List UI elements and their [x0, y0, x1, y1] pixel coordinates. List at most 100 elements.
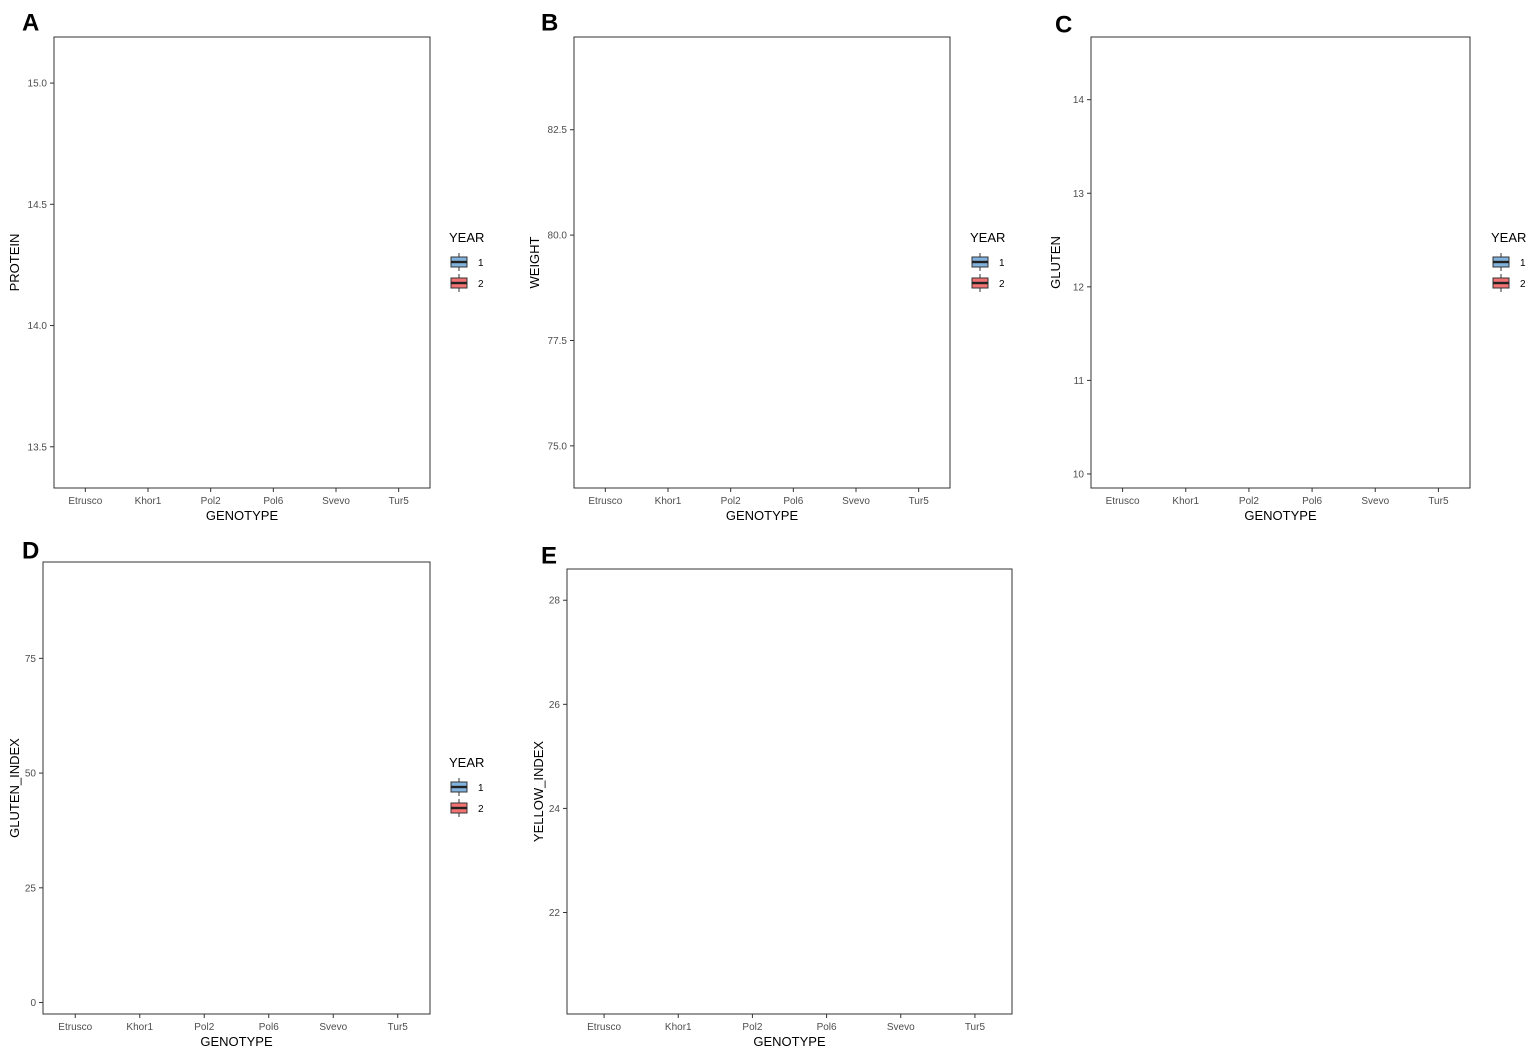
x-tick-label: Etrusco — [68, 496, 102, 507]
x-axis-title: GENOTYPE — [726, 508, 799, 523]
x-tick-label: Tur5 — [965, 1022, 986, 1033]
x-tick-label: Svevo — [322, 496, 350, 507]
legend-title: YEAR — [1491, 230, 1526, 245]
legend: YEAR 1 2 — [449, 230, 484, 292]
legend-key-year2 — [1492, 274, 1510, 292]
y-axis-title: YELLOW_INDEX — [531, 741, 546, 842]
x-tick-label: Svevo — [887, 1022, 915, 1033]
x-tick-label: Khor1 — [1172, 496, 1199, 507]
y-axis-title: GLUTEN — [1048, 236, 1063, 289]
x-tick-label: Tur5 — [1428, 496, 1449, 507]
panel-letter: B — [541, 9, 558, 36]
panel-letter: C — [1055, 11, 1072, 38]
y-tick-label: 10 — [1073, 469, 1085, 480]
y-axis-title: WEIGHT — [527, 236, 542, 288]
y-tick-label: 12 — [1073, 282, 1085, 293]
y-tick-label: 77.5 — [548, 336, 568, 347]
legend-label: 2 — [478, 279, 484, 290]
panel-letter: D — [22, 537, 39, 564]
y-tick-label: 14.0 — [28, 321, 48, 332]
legend-title: YEAR — [449, 755, 484, 770]
legend-key-year1 — [971, 253, 989, 271]
y-tick-label: 13 — [1073, 189, 1085, 200]
y-tick-label: 82.5 — [548, 125, 568, 136]
y-tick-label: 75.0 — [548, 441, 568, 452]
legend-key-year2 — [450, 799, 468, 817]
legend-key-year1 — [450, 253, 468, 271]
x-axis-title: GENOTYPE — [206, 508, 279, 523]
y-axis-title: PROTEIN — [7, 234, 22, 292]
x-tick-label: Pol6 — [783, 496, 803, 507]
x-tick-label: Pol6 — [1302, 496, 1322, 507]
panel-d: 0 25 50 75 Etrusco Khor1 Pol2 Pol6 Svevo Tur5 GENO… — [7, 537, 484, 1049]
legend: YEAR 1 2 — [970, 230, 1005, 292]
y-tick-label: 24 — [549, 804, 561, 815]
panel-e: 22242628EtruscoKhor1Pol2Pol6SvevoTur5bac… — [531, 542, 1013, 1049]
x-tick-label: Svevo — [842, 496, 870, 507]
legend-key-year1 — [450, 778, 468, 796]
panel-border — [566, 568, 1013, 1015]
panel-border — [1090, 36, 1471, 489]
y-tick-label: 13.5 — [28, 442, 48, 453]
x-axis-title: GENOTYPE — [200, 1034, 273, 1049]
x-tick-label: Tur5 — [389, 496, 410, 507]
panel-border — [573, 36, 951, 489]
legend-label: 1 — [478, 258, 484, 269]
legend: YEAR 1 2 — [1491, 230, 1526, 292]
x-tick-label: Khor1 — [126, 1022, 153, 1033]
y-tick-label: 26 — [549, 700, 561, 711]
legend-key-year2 — [450, 274, 468, 292]
x-axis-title: GENOTYPE — [753, 1034, 826, 1049]
y-tick-label: 15.0 — [28, 79, 48, 90]
x-tick-label: Pol2 — [1239, 496, 1259, 507]
panel-letter: E — [541, 542, 557, 569]
panel-a: 13.5 14.0 14.5 15.0 Etrusco Khor1 Pol2 Pol6 Svev… — [7, 9, 484, 523]
x-tick-label: Pol2 — [201, 496, 221, 507]
x-tick-label: Khor1 — [665, 1022, 692, 1033]
x-tick-label: Pol2 — [742, 1022, 762, 1033]
x-axis-title: GENOTYPE — [1244, 508, 1317, 523]
x-tick-label: Pol2 — [721, 496, 741, 507]
legend: YEAR 1 2 — [449, 755, 484, 817]
y-tick-label: 80.0 — [548, 231, 568, 242]
legend-label: 1 — [1520, 258, 1526, 269]
x-tick-label: Etrusco — [58, 1022, 92, 1033]
y-tick-label: 22 — [549, 908, 561, 919]
y-tick-label: 28 — [549, 596, 561, 607]
x-tick-label: Khor1 — [655, 496, 682, 507]
x-tick-label: Pol2 — [194, 1022, 214, 1033]
y-tick-label: 14 — [1073, 95, 1085, 106]
legend-label: 2 — [1520, 279, 1526, 290]
x-tick-label: Khor1 — [135, 496, 162, 507]
legend-key-year1 — [1492, 253, 1510, 271]
panel-letter: A — [22, 9, 39, 36]
x-tick-label: Pol6 — [263, 496, 283, 507]
legend-title: YEAR — [970, 230, 1005, 245]
x-tick-label: Tur5 — [388, 1022, 409, 1033]
x-tick-label: Svevo — [319, 1022, 347, 1033]
x-tick-label: Etrusco — [1106, 496, 1140, 507]
x-tick-label: Tur5 — [909, 496, 930, 507]
y-tick-label: 0 — [30, 998, 36, 1009]
legend-label: 1 — [478, 783, 484, 794]
legend-label: 2 — [999, 279, 1005, 290]
x-tick-label: Etrusco — [587, 1022, 621, 1033]
y-tick-label: 50 — [25, 769, 37, 780]
panel-b: 75.0 77.5 80.0 82.5 Etrusco Khor1 Pol2 Pol6 Svev… — [527, 9, 1005, 523]
y-tick-label: 11 — [1074, 376, 1085, 387]
legend-label: 1 — [999, 258, 1005, 269]
panel-border — [42, 561, 431, 1015]
x-tick-label: Pol6 — [817, 1022, 837, 1033]
panel-border — [53, 36, 431, 489]
x-tick-label: Pol6 — [259, 1022, 279, 1033]
x-tick-label: Etrusco — [588, 496, 622, 507]
y-tick-label: 14.5 — [28, 200, 48, 211]
legend-label: 2 — [478, 804, 484, 815]
y-tick-label: 25 — [25, 883, 37, 894]
legend-title: YEAR — [449, 230, 484, 245]
y-tick-label: 75 — [25, 654, 37, 665]
y-axis-title: GLUTEN_INDEX — [7, 738, 22, 838]
x-tick-label: Svevo — [1361, 496, 1389, 507]
